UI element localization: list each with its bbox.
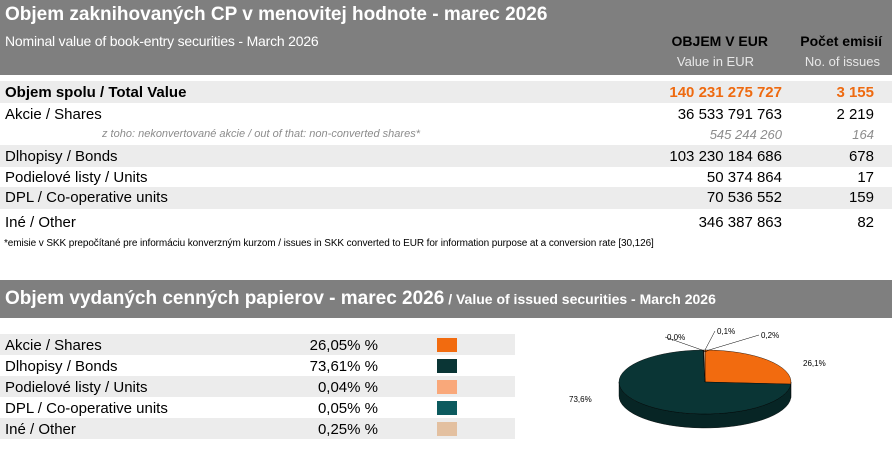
legend-row: Podielové listy / Units 0,04% % (0, 376, 515, 397)
row-label: Iné / Other (5, 214, 76, 231)
legend-swatch (437, 380, 457, 394)
table-row: Podielové listy / Units 50 374 864 17 (0, 167, 892, 187)
row-value: 346 387 863 (698, 214, 782, 231)
legend-label: Iné / Other (5, 421, 76, 438)
row-count: 17 (857, 169, 874, 186)
pie-leader-line (704, 334, 760, 353)
pie-leader-line (664, 336, 706, 353)
row-value: 50 374 864 (706, 169, 782, 186)
row-label: Podielové listy / Units (5, 169, 148, 186)
row-label: Objem spolu / Total Value (5, 84, 187, 101)
row-value: 545 244 260 (709, 127, 782, 142)
table-row-subitem: z toho: nekonvertované akcie / out of th… (0, 125, 892, 145)
legend-row: Akcie / Shares 26,05% % (0, 334, 515, 355)
row-count: 2 219 (836, 106, 874, 123)
row-count: 159 (848, 189, 874, 206)
row-count: 3 155 (836, 84, 874, 101)
legend-percent: 26,05% % (309, 337, 378, 354)
legend-swatch (437, 359, 457, 373)
row-count: 164 (852, 127, 874, 142)
pie-chart: 26,1% 73,6% 0,0% 0,1% 0,2% (569, 327, 826, 429)
table-row: Dlhopisy / Bonds 103 230 184 686 678 (0, 145, 892, 167)
table-row: DPL / Co-operative units 70 536 552 159 (0, 187, 892, 209)
row-label: z toho: nekonvertované akcie / out of th… (102, 128, 420, 140)
legend-percent: 0,25% % (317, 421, 378, 438)
row-value: 36 533 791 763 (677, 106, 782, 123)
legend-row: Iné / Other 0,25% % (0, 418, 515, 439)
section-title-en: / Value of issued securities - March 202… (444, 291, 716, 307)
row-value: 140 231 275 727 (669, 84, 782, 101)
section-title: Objem vydaných cenných papierov - marec … (5, 288, 716, 310)
legend-label: Akcie / Shares (5, 337, 102, 354)
pie-data-label: 0,0% (667, 333, 685, 342)
footnote: *emisie v SKK prepočítané pre informáciu… (4, 238, 654, 249)
pie-leader-line (704, 330, 716, 352)
legend-swatch (437, 422, 457, 436)
row-count: 82 (857, 214, 874, 231)
legend-percent: 73,61% % (309, 358, 378, 375)
row-label: DPL / Co-operative units (5, 189, 168, 206)
legend-percent: 0,04% % (317, 379, 378, 396)
table-row-total: Objem spolu / Total Value 140 231 275 72… (0, 81, 892, 103)
table-title: Objem zaknihovaných CP v menovitej hodno… (5, 4, 548, 25)
row-count: 678 (848, 148, 874, 165)
row-label: Dlhopisy / Bonds (5, 148, 118, 165)
legend-label: DPL / Co-operative units (5, 400, 168, 417)
table-header: Objem zaknihovaných CP v menovitej hodno… (0, 0, 892, 75)
column-subheader-count: No. of issues (804, 54, 880, 69)
table-row: Iné / Other 346 387 863 82 (0, 211, 892, 233)
section-title-sk: Objem vydaných cenných papierov - marec … (5, 288, 445, 309)
pie-data-label: 73,6% (569, 395, 592, 404)
pie-slice-0 (704, 349, 792, 385)
legend-swatch (437, 338, 457, 352)
table-subtitle: Nominal value of book-entry securities -… (5, 33, 319, 49)
column-subheader-value: Value in EUR (676, 54, 754, 69)
row-value: 70 536 552 (706, 189, 782, 206)
column-header-value: OBJEM V EUR (671, 33, 768, 49)
table-row: Akcie / Shares 36 533 791 763 2 219 (0, 103, 892, 125)
pie-data-label: 0,2% (761, 331, 779, 340)
row-label: Akcie / Shares (5, 106, 102, 123)
legend-percent: 0,05% % (317, 400, 378, 417)
column-header-count: Počet emisií (800, 33, 882, 49)
pie-data-label: 26,1% (803, 359, 826, 368)
legend-row: DPL / Co-operative units 0,05% % (0, 397, 515, 418)
legend-swatch (437, 401, 457, 415)
row-value: 103 230 184 686 (669, 148, 782, 165)
legend-label: Podielové listy / Units (5, 379, 148, 396)
pie-data-label: 0,1% (717, 327, 735, 336)
section-header: Objem vydaných cenných papierov - marec … (0, 280, 892, 318)
legend-label: Dlhopisy / Bonds (5, 358, 118, 375)
legend-row: Dlhopisy / Bonds 73,61% % (0, 355, 515, 376)
